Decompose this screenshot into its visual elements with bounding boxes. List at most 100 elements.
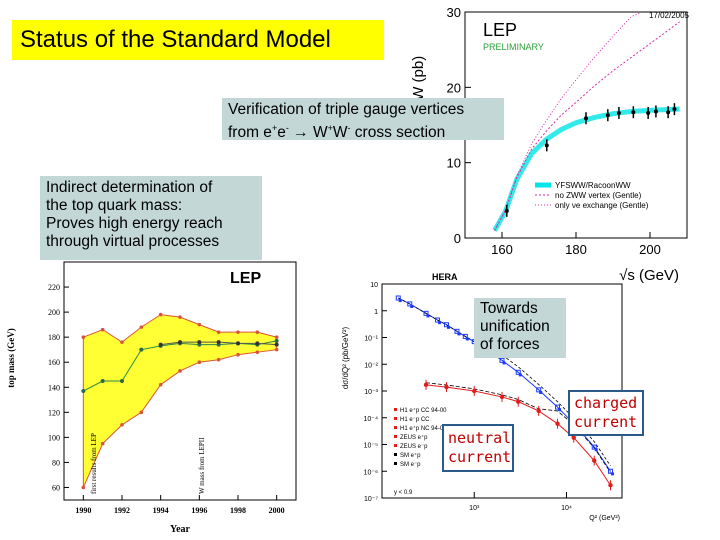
hera-nc-point: [407, 301, 413, 307]
ww-subtitle: PRELIMINARY: [483, 42, 544, 52]
hera-xtick-label: 10⁴: [561, 505, 572, 512]
top-band-point: [158, 382, 163, 387]
ww-data-point: [672, 107, 677, 112]
hera-ytick-label: 10⁻¹: [364, 336, 378, 343]
hera-title: HERA: [432, 272, 458, 282]
ww-data-point: [544, 143, 549, 148]
lep-label: LEP: [230, 270, 262, 287]
ww-series-line: [492, 106, 680, 232]
hera-ytick-label: 10⁻⁷: [364, 496, 378, 503]
hera-nc-point: [558, 408, 562, 412]
top-band-point: [197, 322, 202, 327]
hera-nc-point: [443, 322, 449, 328]
hera-ylabel: dσ/dQ² (pb/GeV²): [341, 327, 350, 390]
arrow-right-icon: →: [293, 124, 309, 142]
unification-line: Towards: [480, 300, 538, 317]
hera-ytick-label: 10⁻⁴: [364, 416, 379, 423]
hera-nc-point: [457, 332, 461, 336]
top-band-point: [100, 441, 105, 446]
ww-legend-entry: only νe exchange (Gentle): [555, 201, 649, 210]
top-mass-caption: Indirect determination of the top quark …: [40, 176, 262, 260]
hera-ytick-label: 10⁻³: [364, 389, 378, 396]
hera-legend-entry: ZEUS e⁺p: [400, 434, 428, 441]
neutral-current-label: neutral current: [442, 424, 514, 472]
top-measurement-point: [197, 340, 202, 345]
hera-ytick-label: 1: [374, 309, 378, 316]
ww-date: 17/02/2005: [649, 11, 690, 20]
top-band-point: [178, 315, 182, 319]
hera-nc-point: [607, 468, 613, 474]
top-band-point: [120, 423, 124, 427]
top-band-point: [120, 340, 124, 344]
hera-nc-point: [438, 321, 442, 325]
top-central-point: [81, 389, 86, 394]
ww-data-point: [666, 110, 671, 115]
hera-nc-point: [518, 373, 522, 377]
top-central-point: [100, 379, 105, 383]
top-caption-line: the top quark mass:: [46, 197, 183, 214]
top-band-point: [236, 330, 240, 334]
hera-xlabel: Q² (GeV²): [589, 515, 620, 522]
ww-data-point: [583, 116, 588, 121]
top-xlabel: Year: [170, 524, 191, 535]
ww-title: LEP: [483, 20, 517, 40]
tgc-caption-line2: from e+e- → W+W- cross section: [228, 123, 446, 142]
top-measurement-point: [236, 341, 240, 346]
hera-nc-point: [499, 357, 505, 363]
unification-line: unification: [480, 318, 550, 335]
hera-nc-point: [426, 314, 430, 318]
ww-xtick-label: 180: [565, 242, 587, 257]
top-xtick-label: 1992: [114, 506, 130, 515]
top-band-point: [216, 357, 221, 362]
ww-data-point: [504, 208, 509, 213]
ww-data-point: [653, 109, 658, 114]
top-xtick-label: 1990: [75, 506, 91, 515]
hera-ytick-label: 10⁻⁵: [364, 443, 378, 450]
hera-legend-swatch: [394, 417, 397, 420]
ww-ytick-label: 0: [454, 231, 461, 246]
hera-legend-entry: H1 e⁺p CC 94-00: [400, 407, 447, 414]
hera-nc-point: [395, 295, 401, 301]
top-caption-line: Proves high energy reach: [46, 215, 223, 232]
hera-nc-point: [594, 448, 598, 452]
top-ylabel: top mass (GeV): [6, 328, 16, 388]
hera-nc-point: [502, 361, 506, 365]
hera-nc-point: [515, 369, 521, 375]
top-band-point: [158, 312, 163, 317]
top-xtick-label: 1998: [230, 506, 246, 515]
ww-ytick-label: 10: [447, 156, 461, 171]
ww-data-point: [646, 110, 651, 115]
hera-ytick-label: 10⁻⁶: [364, 469, 378, 476]
top-caption-line: Indirect determination of: [46, 179, 213, 196]
hera-legend-swatch: [394, 444, 397, 447]
hera-legend-entry: SM e⁺p: [400, 452, 421, 459]
top-plot-frame: [63, 261, 297, 501]
top-band-point: [81, 335, 86, 339]
hera-nc-point: [410, 305, 414, 309]
hera-legend-swatch: [394, 435, 397, 438]
top-band-point: [100, 327, 105, 332]
top-measurement-point: [158, 342, 163, 347]
top-ytick-label: 120: [48, 408, 60, 417]
top-band-point: [197, 360, 202, 365]
hera-legend-swatch: [394, 426, 397, 429]
hera-nc-point: [591, 444, 597, 450]
top-mass-chart: 60 80 100 120 140 160 180 200 220 1990 1992 1994 199…: [6, 261, 297, 535]
ww-legend-entry: YFSWW/RacoonWW: [555, 181, 631, 190]
top-xtick-label: 1994: [153, 506, 169, 515]
hera-legend-entry: H1 e⁺p NC 94-00: [400, 425, 447, 432]
charged-current-label: charged current: [568, 390, 644, 436]
hera-annotation: y < 0.9: [394, 490, 413, 496]
tgc-caption: Verification of triple gauge vertices fr…: [222, 98, 504, 142]
top-annotation: first results from LEP: [90, 433, 98, 494]
top-band-point: [236, 352, 240, 357]
top-central-point: [120, 379, 124, 383]
hera-nc-point: [454, 328, 460, 334]
ww-data-point: [605, 113, 610, 118]
top-band-point: [178, 369, 182, 373]
top-ytick-label: 60: [52, 483, 60, 492]
ww-xtick-label: 200: [639, 242, 661, 257]
top-xtick-label: 1996: [191, 506, 207, 515]
top-ytick-label: 80: [52, 458, 60, 467]
